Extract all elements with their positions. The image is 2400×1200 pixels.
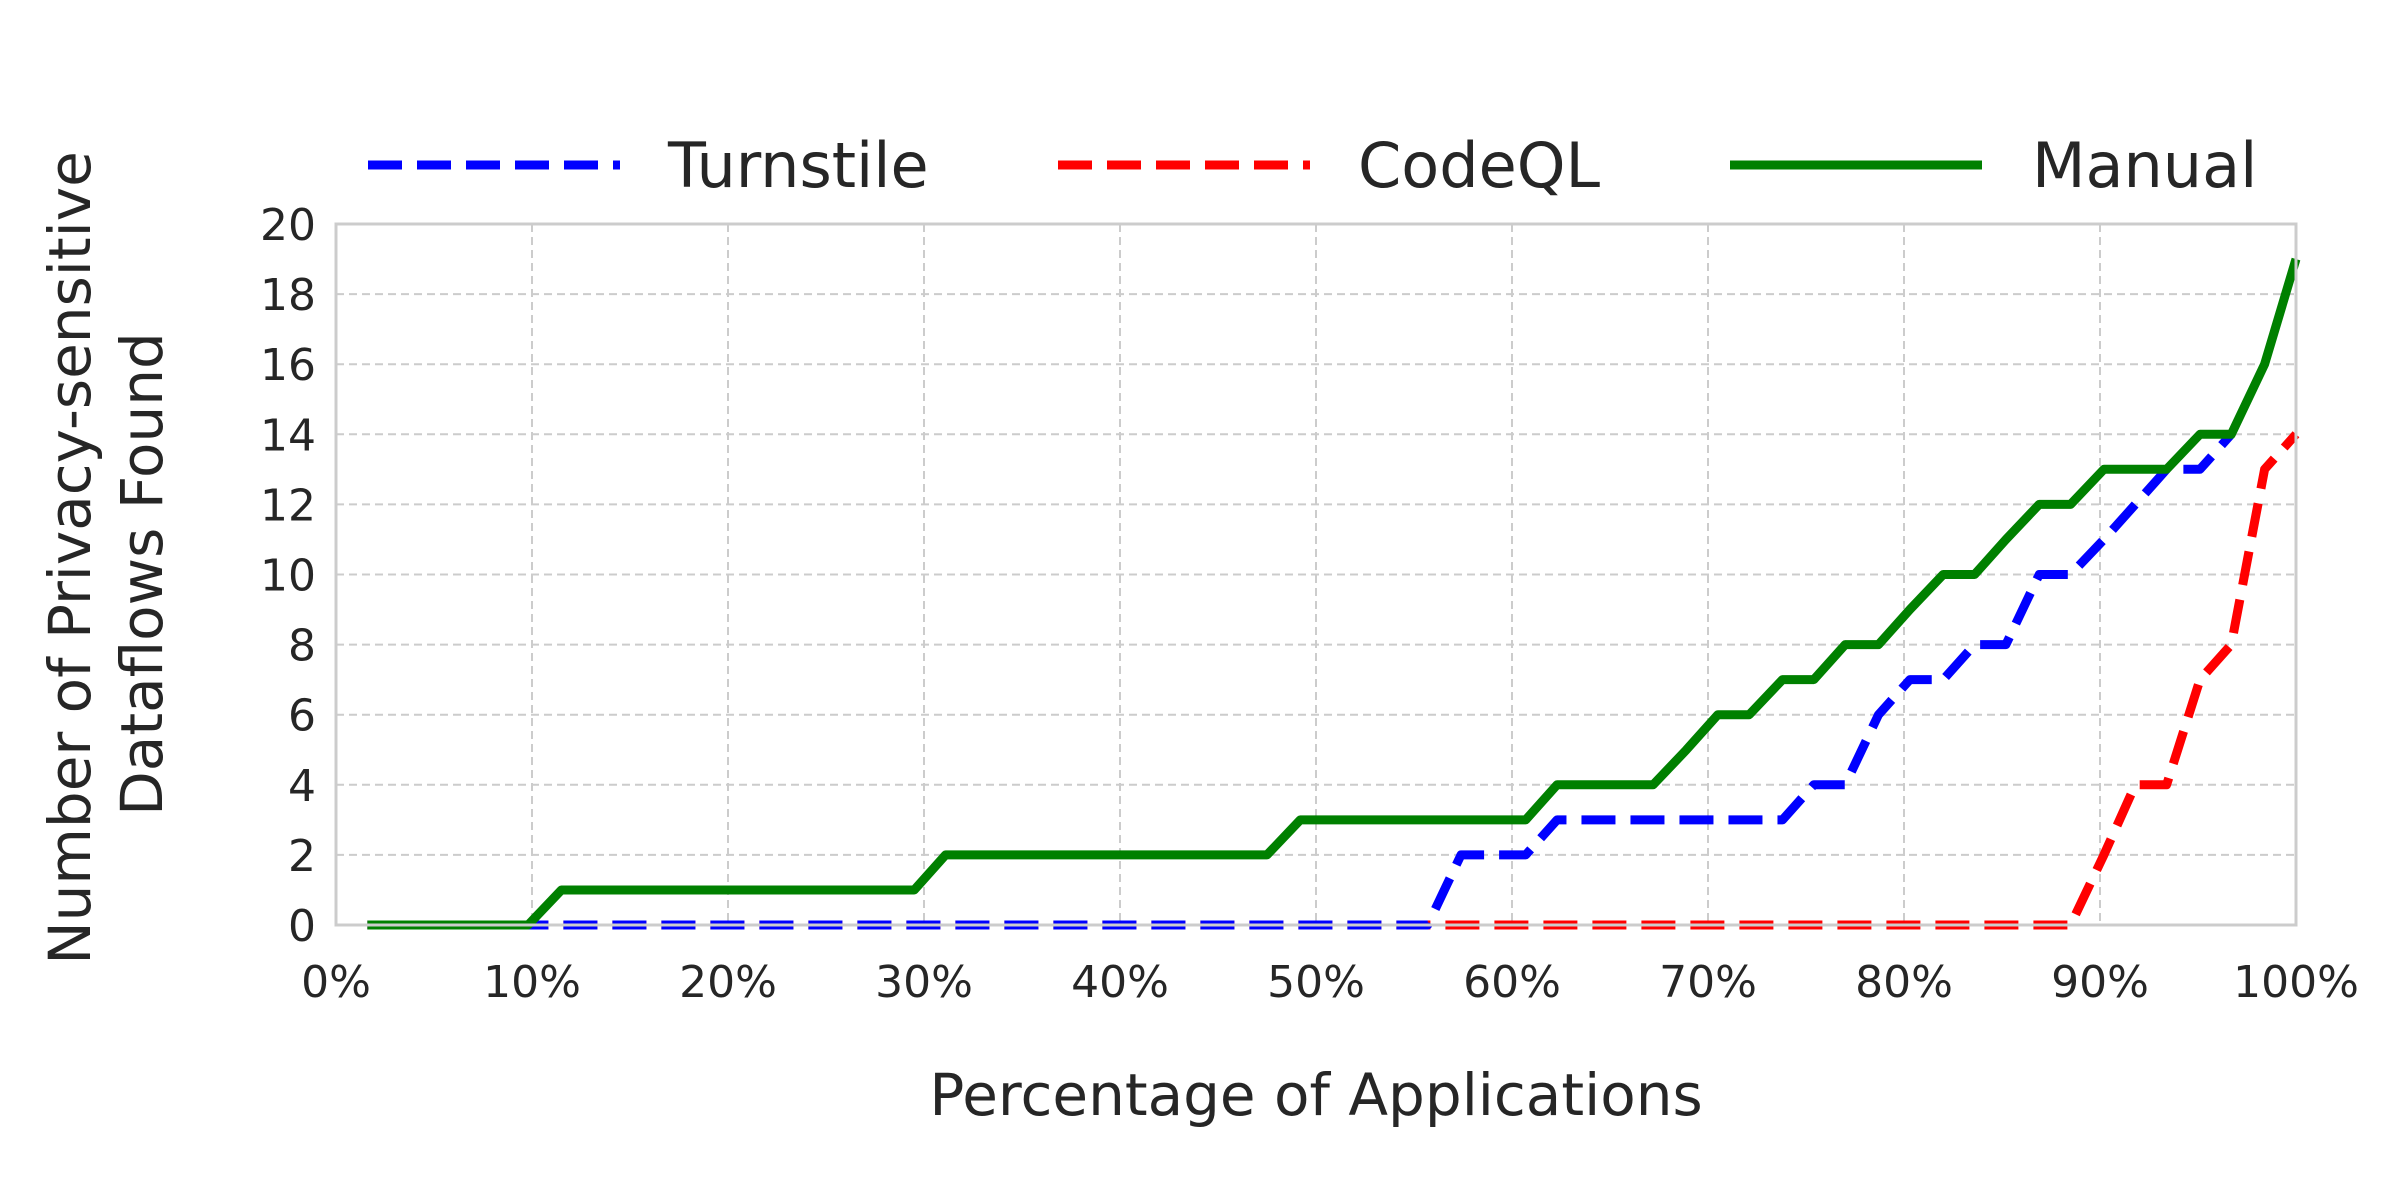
y-tick-label: 18 bbox=[260, 270, 316, 321]
y-tick-label: 8 bbox=[288, 621, 316, 672]
y-tick-label: 20 bbox=[260, 200, 316, 251]
x-tick-label: 80% bbox=[1855, 957, 1953, 1008]
grid-lines bbox=[336, 224, 2296, 925]
legend-label-codeql: CodeQL bbox=[1358, 129, 1601, 202]
y-tick-label: 10 bbox=[260, 551, 316, 602]
y-tick-labels: 0 2 4 6 8 10 12 14 16 18 20 bbox=[260, 200, 316, 952]
x-tick-label: 10% bbox=[483, 957, 581, 1008]
x-tick-label: 30% bbox=[875, 957, 973, 1008]
plot-frame bbox=[334, 222, 2298, 927]
x-tick-label: 100% bbox=[2233, 957, 2359, 1008]
series-lines bbox=[367, 257, 2301, 930]
y-tick-label: 16 bbox=[260, 340, 316, 391]
x-tick-label: 60% bbox=[1463, 957, 1561, 1008]
y-tick-label: 0 bbox=[288, 901, 316, 952]
series-line-manual bbox=[367, 257, 2301, 930]
x-tick-label: 0% bbox=[301, 957, 371, 1008]
x-axis-title: Percentage of Applications bbox=[929, 1061, 1702, 1129]
legend-label-manual: Manual bbox=[2032, 129, 2257, 202]
y-tick-label: 14 bbox=[260, 410, 316, 461]
y-tick-label: 6 bbox=[288, 691, 316, 742]
legend-label-turnstile: Turnstile bbox=[667, 129, 929, 202]
y-tick-label: 12 bbox=[260, 480, 316, 531]
series-line-turnstile bbox=[367, 431, 2235, 930]
x-tick-label: 50% bbox=[1267, 957, 1365, 1008]
x-tick-label: 20% bbox=[679, 957, 777, 1008]
x-tick-labels: 0% 10% 20% 30% 40% 50% 60% 70% 80% 90% 100% bbox=[301, 957, 2359, 1008]
x-tick-label: 90% bbox=[2051, 957, 2149, 1008]
y-axis-title-line-2: Dataflows Found bbox=[108, 332, 176, 816]
x-tick-label: 40% bbox=[1071, 957, 1169, 1008]
y-tick-label: 4 bbox=[288, 761, 316, 812]
y-tick-label: 2 bbox=[288, 831, 316, 882]
legend: Turnstile CodeQL Manual bbox=[368, 129, 2257, 202]
x-tick-label: 70% bbox=[1659, 957, 1757, 1008]
series-line-codeql bbox=[367, 431, 2300, 930]
y-axis-title-line-1: Number of Privacy-sensitive bbox=[36, 151, 104, 965]
